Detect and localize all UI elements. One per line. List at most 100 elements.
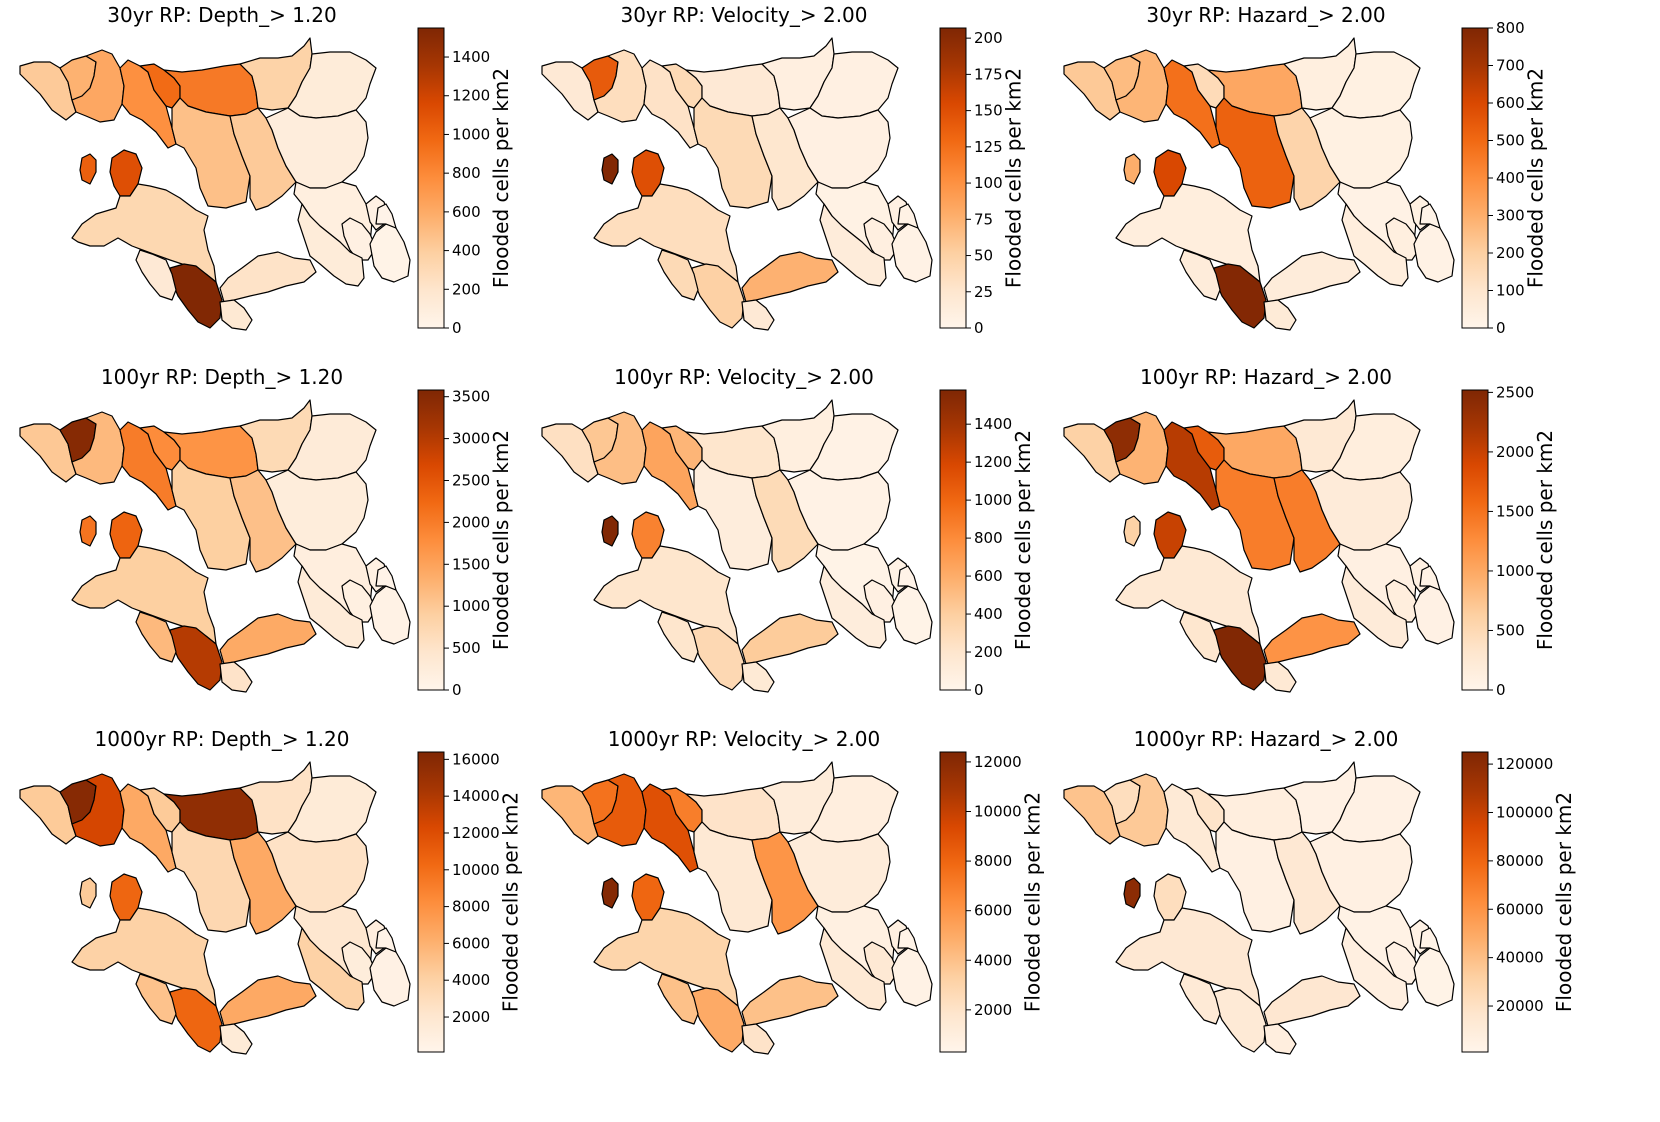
catchment-map: 3800022000350001200018000800060005000500… bbox=[1063, 761, 1455, 1055]
catchment-region-13: 12200 bbox=[601, 877, 619, 909]
colorbar-tick-label: 200 bbox=[452, 280, 481, 298]
colorbar-tick-label: 100000 bbox=[1496, 803, 1553, 821]
catchment-region-17: 60 bbox=[1179, 249, 1221, 301]
panel-1: 30yr RP: Depth_> 1.20 4205606207609608804… bbox=[19, 3, 513, 337]
catchment-region-18: 220 bbox=[219, 251, 317, 303]
colorbar-tick-label: 1400 bbox=[452, 48, 490, 66]
catchment-region-15: 14000 bbox=[1115, 907, 1261, 1007]
colorbar-tick-label: 80000 bbox=[1496, 852, 1544, 870]
colorbar-tick-label: 6000 bbox=[974, 902, 1012, 920]
catchment-region-24: 5 bbox=[897, 203, 919, 229]
catchment-map: 1000350012002000180017009007003001100250… bbox=[19, 399, 411, 693]
catchment-region-21: 100 bbox=[819, 565, 887, 649]
colorbar-tick-label: 400 bbox=[1496, 169, 1525, 187]
colorbar-tick-label: 200 bbox=[1496, 244, 1525, 262]
catchment-region-19: 1500 bbox=[219, 1023, 253, 1055]
colorbar-tick-label: 0 bbox=[452, 319, 462, 337]
catchment-map: 2014035304020401082586205150355040752010… bbox=[541, 37, 933, 331]
colorbar-tick-label: 500 bbox=[1496, 621, 1525, 639]
catchment-region-15: 50 bbox=[1115, 183, 1261, 283]
catchment-region-7: 1500 bbox=[693, 821, 773, 933]
catchment-region-19: 2000 bbox=[741, 1023, 775, 1055]
panel-title: 100yr RP: Hazard_> 2.00 bbox=[1140, 365, 1392, 389]
panel-title: 100yr RP: Velocity_> 2.00 bbox=[614, 365, 874, 389]
catchment-region-11: 2500 bbox=[265, 831, 369, 913]
catchment-region-16: 320 bbox=[691, 625, 745, 691]
catchment-region-21: 300 bbox=[297, 565, 365, 649]
colorbar-tick-label: 200 bbox=[974, 29, 1003, 47]
catchment-region-17: 1200 bbox=[135, 611, 177, 663]
catchment-region-7: 1400 bbox=[1215, 459, 1295, 571]
catchment-region-23: 600 bbox=[891, 947, 933, 1007]
panel-title: 30yr RP: Hazard_> 2.00 bbox=[1146, 3, 1385, 27]
catchment-region-21: 4000 bbox=[297, 927, 365, 1011]
colorbar-label: Flooded cells per km2 bbox=[1552, 792, 1576, 1012]
catchment-region-7: 100 bbox=[693, 459, 773, 571]
colorbar-tick-label: 1400 bbox=[974, 415, 1012, 433]
catchment-region-16: 3000 bbox=[169, 625, 223, 691]
catchment-region-3: 8500 bbox=[593, 773, 647, 847]
colorbar-tick-label: 0 bbox=[1496, 319, 1506, 337]
catchment-region-24: 400 bbox=[375, 927, 397, 953]
colorbar-tick-label: 2500 bbox=[452, 472, 490, 490]
catchment-region-23: 5 bbox=[891, 223, 933, 283]
catchment-region-23: 3000 bbox=[1413, 947, 1455, 1007]
catchment-region-16: 2500 bbox=[1213, 625, 1267, 691]
colorbar-tick-label: 100 bbox=[974, 174, 1003, 192]
catchment-region-11: 200 bbox=[1309, 469, 1413, 551]
catchment-region-17: 40 bbox=[657, 249, 699, 301]
colorbar-tick-label: 40000 bbox=[1496, 949, 1544, 967]
colorbar-tick-label: 1000 bbox=[452, 125, 490, 143]
panel-title: 1000yr RP: Depth_> 1.20 bbox=[95, 727, 350, 751]
catchment-region-16: 10500 bbox=[169, 987, 223, 1053]
catchment-region-18: 15000 bbox=[1263, 975, 1361, 1027]
catchment-region-13: 4500 bbox=[79, 877, 97, 909]
colorbar-label: Flooded cells per km2 bbox=[1533, 430, 1557, 650]
colorbar-label: Flooded cells per km2 bbox=[1002, 68, 1026, 288]
colorbar-tick-label: 400 bbox=[974, 605, 1003, 623]
colorbar-tick-label: 800 bbox=[452, 164, 481, 182]
colorbar-tick-label: 0 bbox=[1496, 681, 1506, 699]
catchment-region-13: 1570 bbox=[601, 515, 619, 547]
catchment-region-11: 40 bbox=[787, 469, 891, 551]
colorbar-tick-label: 2500 bbox=[1496, 383, 1534, 401]
catchment-region-17: 200 bbox=[657, 611, 699, 663]
colorbar-tick-label: 3500 bbox=[452, 388, 490, 406]
catchment-region-17: 5000 bbox=[135, 973, 177, 1025]
colorbar-tick-label: 800 bbox=[1496, 19, 1525, 37]
colorbar-label: Flooded cells per km2 bbox=[1524, 68, 1548, 288]
catchment-region-15: 320 bbox=[71, 183, 217, 283]
catchment-region-24: 500 bbox=[897, 927, 919, 953]
colorbar-tick-label: 500 bbox=[452, 639, 481, 657]
colorbar-tick-label: 20000 bbox=[1496, 997, 1544, 1015]
catchment-region-19: 8000 bbox=[1263, 1023, 1297, 1055]
colorbar: 2000 4000 6000 8000 10000 12000 Flooded cells … bbox=[939, 751, 1045, 1053]
colorbar-scale bbox=[1461, 389, 1489, 691]
colorbar: 0 500 1000 1500 2000 2500 3000 3500 Flooded cell… bbox=[417, 388, 513, 699]
colorbar-tick-label: 400 bbox=[452, 242, 481, 260]
catchment-region-19: 160 bbox=[219, 299, 253, 331]
panel-title: 30yr RP: Velocity_> 2.00 bbox=[620, 3, 867, 27]
colorbar-tick-label: 600 bbox=[1496, 94, 1525, 112]
catchment-region-3: 35000 bbox=[1115, 773, 1169, 847]
catchment-region-16: 50 bbox=[691, 263, 745, 329]
colorbar-tick-label: 1200 bbox=[974, 453, 1012, 471]
colorbar-tick-label: 50 bbox=[974, 247, 993, 265]
colorbar-scale bbox=[417, 751, 445, 1053]
colorbar-tick-label: 1500 bbox=[452, 555, 490, 573]
catchment-region-7: 3500 bbox=[171, 821, 251, 933]
catchment-region-3: 12500 bbox=[71, 773, 125, 847]
catchment-region-16: 12000 bbox=[1213, 987, 1267, 1053]
colorbar-tick-label: 1000 bbox=[1496, 562, 1534, 580]
colorbar-tick-label: 0 bbox=[452, 681, 462, 699]
colorbar-tick-label: 175 bbox=[974, 65, 1003, 83]
catchment-region-11: 6000 bbox=[1309, 831, 1413, 913]
catchment-region-19: 20 bbox=[741, 299, 775, 331]
colorbar: 0 500 1000 1500 2000 2500 Flooded cells per km… bbox=[1461, 383, 1557, 699]
colorbar: 0 25 50 75 100 125 150 175 200 Flooded cells per … bbox=[939, 27, 1026, 337]
catchment-region-7: 900 bbox=[171, 459, 251, 571]
colorbar-tick-label: 1000 bbox=[452, 597, 490, 615]
colorbar-scale bbox=[1461, 751, 1489, 1053]
catchment-region-15: 200 bbox=[593, 545, 739, 645]
